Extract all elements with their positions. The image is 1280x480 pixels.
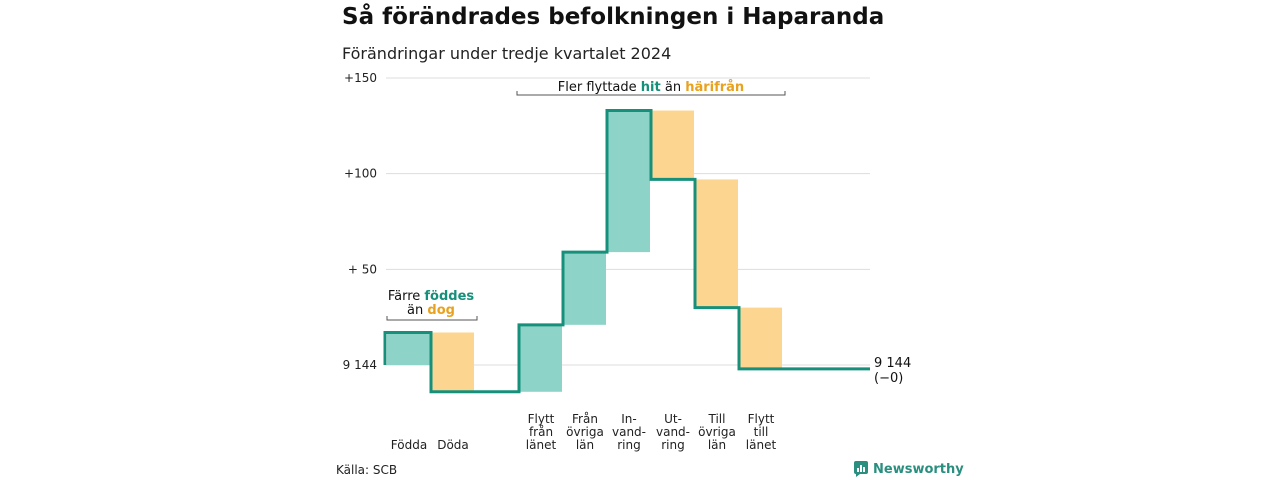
bar xyxy=(607,110,650,253)
y-tick-label: +150 xyxy=(344,71,377,85)
end-value-label: 9 144 xyxy=(874,356,911,371)
category-label: övriga xyxy=(698,425,736,439)
category-label: Flytt xyxy=(528,412,555,426)
chart-title: Så förändrades befolkningen i Haparanda xyxy=(342,4,885,30)
y-tick-label: +100 xyxy=(344,167,377,181)
category-label: Till xyxy=(708,412,726,426)
category-label: ring xyxy=(661,438,685,452)
category-label: övriga xyxy=(566,425,604,439)
bars xyxy=(387,110,782,392)
y-axis-ticks: +150 +100 + 50 9 144 xyxy=(343,71,377,372)
annotation-bracket xyxy=(516,91,786,96)
chart-subtitle: Förändringar under tredje kvartalet 2024 xyxy=(342,44,672,63)
y-tick-label: + 50 xyxy=(348,262,377,276)
bar-chart-icon xyxy=(854,461,868,477)
category-label: Döda xyxy=(437,438,469,452)
y-tick-label: 9 144 xyxy=(343,358,377,372)
brand-name: Newsworthy xyxy=(873,461,964,477)
bar xyxy=(563,252,606,325)
category-label: In- xyxy=(621,412,636,426)
category-label: till xyxy=(754,425,769,439)
annotation-births-line1: Färre föddes xyxy=(388,289,475,304)
bar xyxy=(431,332,474,392)
category-label: vand- xyxy=(612,425,646,439)
end-value-label: (−0) xyxy=(874,371,903,386)
annotation-migration: Fler flyttade hit än härifrån xyxy=(558,80,744,95)
category-label: från xyxy=(529,425,553,439)
category-label: Ut- xyxy=(664,412,682,426)
bar xyxy=(387,332,430,365)
step-line xyxy=(383,109,870,394)
bar xyxy=(695,179,738,308)
category-label: vand- xyxy=(656,425,690,439)
category-labels: Födda DödaFlyttfrånlänetFrånövrigalänIn-v… xyxy=(391,412,777,452)
category-label: Födda xyxy=(391,438,427,452)
category-label: län xyxy=(708,438,726,452)
annotation-births-line2: än dog xyxy=(407,303,455,318)
annotation-bracket xyxy=(386,316,478,321)
end-label: 9 144(−0) xyxy=(874,356,911,386)
source-note: Källa: SCB xyxy=(336,463,398,477)
cumulative-step-line xyxy=(383,109,870,394)
category-label: länet xyxy=(526,438,557,452)
bar xyxy=(739,307,782,369)
category-label: länet xyxy=(746,438,777,452)
bar xyxy=(519,324,562,392)
category-label: län xyxy=(576,438,594,452)
brand-logo: Newsworthy xyxy=(854,461,964,477)
category-label: Från xyxy=(572,412,598,426)
bar xyxy=(651,110,694,180)
category-label: ring xyxy=(617,438,641,452)
category-label: Flytt xyxy=(748,412,775,426)
